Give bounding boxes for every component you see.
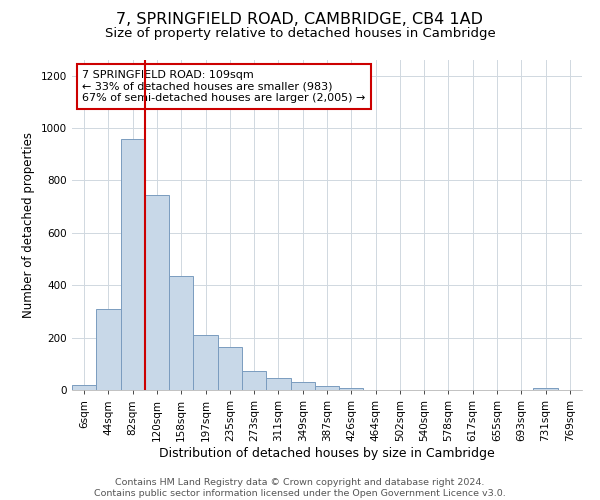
X-axis label: Distribution of detached houses by size in Cambridge: Distribution of detached houses by size … [159,446,495,460]
Bar [339,388,364,390]
Bar [193,335,218,390]
Bar [315,386,339,390]
Bar [121,138,145,390]
Bar [169,276,193,390]
Text: 7, SPRINGFIELD ROAD, CAMBRIDGE, CB4 1AD: 7, SPRINGFIELD ROAD, CAMBRIDGE, CB4 1AD [116,12,484,28]
Y-axis label: Number of detached properties: Number of detached properties [22,132,35,318]
Text: Size of property relative to detached houses in Cambridge: Size of property relative to detached ho… [104,28,496,40]
Bar [96,309,121,390]
Text: Contains HM Land Registry data © Crown copyright and database right 2024.
Contai: Contains HM Land Registry data © Crown c… [94,478,506,498]
Bar [72,385,96,390]
Bar [242,371,266,390]
Bar [218,347,242,390]
Bar [290,382,315,390]
Text: 7 SPRINGFIELD ROAD: 109sqm
← 33% of detached houses are smaller (983)
67% of sem: 7 SPRINGFIELD ROAD: 109sqm ← 33% of deta… [82,70,365,103]
Bar [266,378,290,390]
Bar [145,195,169,390]
Bar [533,388,558,390]
